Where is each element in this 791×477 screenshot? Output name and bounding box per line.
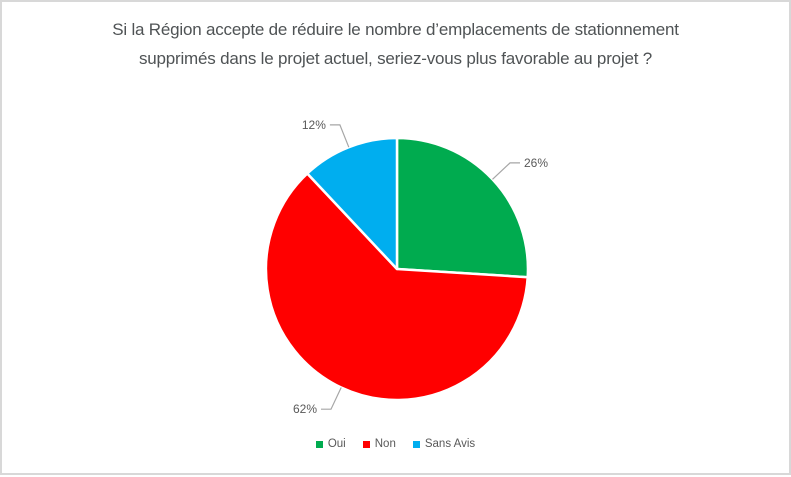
data-label-oui: 26% xyxy=(524,156,548,170)
legend-swatch-oui xyxy=(315,440,323,448)
legend-swatch-sans-avis xyxy=(412,440,420,448)
legend-label: Non xyxy=(374,438,396,450)
leader-line-oui xyxy=(492,162,520,180)
chart-title: Si la Région accepte de réduire le nombr… xyxy=(112,20,679,68)
legend: Oui Non Sans Avis xyxy=(2,438,789,450)
data-label-non: 62% xyxy=(293,402,317,416)
pie-slice-oui xyxy=(395,136,530,279)
data-label-sans-avis: 12% xyxy=(302,118,326,132)
legend-swatch-non xyxy=(362,440,370,448)
legend-label: Sans Avis xyxy=(424,438,476,450)
legend-label: Oui xyxy=(327,438,346,450)
pie-slice-sans-avis xyxy=(306,136,399,271)
legend-item-sans-avis: Sans Avis xyxy=(412,438,476,450)
legend-item-oui: Oui xyxy=(315,438,346,450)
leader-line-sans-avis xyxy=(329,124,350,148)
legend-item-non: Non xyxy=(362,438,396,450)
leader-line-non xyxy=(321,387,342,410)
